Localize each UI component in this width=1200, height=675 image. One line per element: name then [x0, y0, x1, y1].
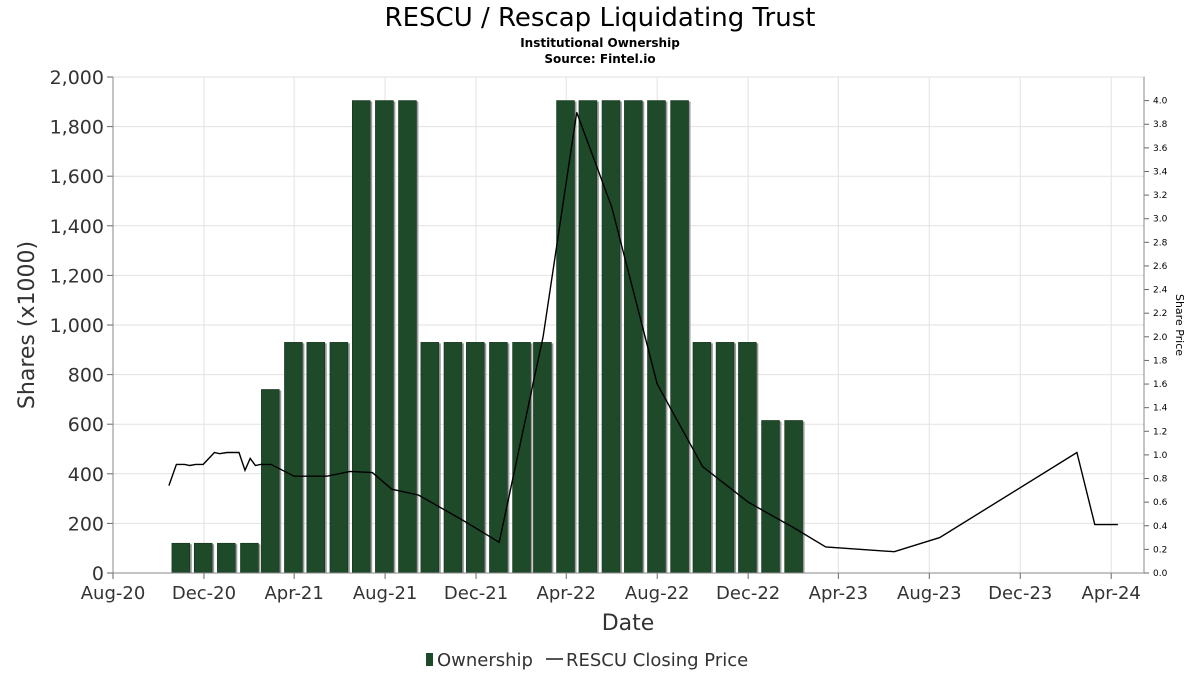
- y2-tick-label: 1.8: [1153, 356, 1168, 366]
- y2-tick-label: 2.4: [1153, 286, 1168, 296]
- y2-tick-label: 1.6: [1153, 380, 1168, 390]
- y-tick-label: 200: [68, 513, 104, 535]
- ownership-bar: [578, 100, 598, 574]
- y2-tick-label: 2.2: [1153, 309, 1167, 319]
- ownership-bar: [512, 342, 531, 574]
- ownership-bar: [375, 100, 394, 574]
- y-tick-label: 2,000: [50, 67, 104, 89]
- ownership-bar: [329, 342, 349, 574]
- y2-tick-label: 0.4: [1153, 522, 1168, 532]
- x-tick-label: Apr-22: [537, 583, 596, 604]
- y2-tick-label: 2.6: [1153, 262, 1168, 272]
- x-tick-label: Aug-23: [897, 583, 962, 604]
- x-tick-label: Aug-20: [81, 583, 146, 604]
- y-tick-label: 800: [68, 365, 104, 387]
- chart-subtitle: Institutional Ownership: [520, 36, 680, 50]
- ownership-bar: [738, 342, 757, 574]
- y2-tick-label: 1.4: [1153, 404, 1168, 414]
- y2-tick-label: 2.8: [1153, 238, 1168, 248]
- y2-tick-label: 1.2: [1153, 427, 1167, 437]
- ownership-bar: [351, 100, 371, 574]
- ownership-bar: [533, 342, 552, 574]
- ownership-bar: [420, 342, 440, 574]
- y2-tick-label: 3.8: [1153, 120, 1168, 130]
- legend-ownership-swatch: [426, 653, 433, 666]
- x-axis: Aug-20 Dec-20 Apr-21 Aug-21 Dec-21 Apr-22 Aug-…: [81, 572, 1144, 604]
- x-tick-label: Dec-21: [444, 583, 508, 604]
- y2-tick-label: 3.2: [1153, 191, 1167, 201]
- left-axis: 0 200 400 600 800 1,000 1,200 1,400 1,600 1,800 2,…: [50, 67, 114, 585]
- y2-tick-label: 3.6: [1153, 144, 1168, 154]
- ownership-bar: [761, 420, 780, 574]
- y2-tick-label: 0.8: [1153, 475, 1168, 485]
- y2-tick-label: 0.6: [1153, 498, 1168, 508]
- y-tick-label: 400: [68, 464, 104, 486]
- x-tick-label: Dec-20: [172, 583, 236, 604]
- ownership-bar: [261, 389, 280, 574]
- y-tick-label: 1,800: [50, 117, 104, 139]
- y-axis-label: Shares (x1000): [15, 241, 40, 409]
- ownership-bar: [647, 100, 666, 574]
- price-line-layer: [168, 112, 1118, 553]
- y2-tick-label: 4.0: [1153, 97, 1168, 107]
- legend: Ownership RESCU Closing Price: [426, 650, 748, 671]
- ownership-bars: [171, 100, 805, 574]
- y-tick-label: 1,600: [50, 166, 104, 188]
- x-tick-label: Apr-23: [809, 583, 868, 604]
- ownership-bar: [556, 100, 575, 574]
- y2-tick-label: 1.0: [1153, 451, 1168, 461]
- ownership-bar: [240, 542, 259, 574]
- y2-tick-label: 0.2: [1153, 545, 1167, 555]
- right-axis: 0.0 0.2 0.4 0.6 0.8 1.0 1.2 1.4 1.6 1.8 2.0 2.2 2.4 2…: [1143, 77, 1168, 579]
- ownership-bar: [217, 542, 236, 574]
- x-axis-label: Date: [602, 611, 655, 636]
- x-tick-label: Aug-21: [353, 583, 418, 604]
- ownership-bar: [670, 100, 689, 574]
- ownership-bar: [466, 342, 485, 574]
- x-tick-label: Dec-23: [988, 583, 1052, 604]
- ownership-bar: [692, 342, 712, 574]
- ownership-bar: [715, 342, 735, 574]
- ownership-bar: [784, 420, 803, 574]
- y-tick-label: 1,000: [50, 315, 104, 337]
- y2-tick-label: 3.0: [1153, 215, 1168, 225]
- ownership-bar: [284, 342, 303, 574]
- ownership-bar: [306, 342, 326, 574]
- x-tick-label: Dec-22: [716, 583, 780, 604]
- x-tick-label: Apr-24: [1082, 583, 1141, 604]
- x-tick-label: Apr-21: [264, 583, 323, 604]
- y-tick-label: 600: [68, 414, 104, 436]
- y-tick-label: 0: [92, 563, 104, 585]
- y2-tick-label: 2.0: [1153, 333, 1168, 343]
- y-tick-label: 1,200: [50, 265, 104, 287]
- y2-tick-label: 3.4: [1153, 167, 1168, 177]
- ownership-bar: [443, 342, 463, 574]
- chart-source: Source: Fintel.io: [544, 52, 655, 66]
- ownership-bar: [171, 542, 191, 574]
- chart-title: RESCU / Rescap Liquidating Trust: [385, 3, 816, 33]
- ownership-bar: [601, 100, 621, 574]
- x-tick-label: Aug-22: [625, 583, 690, 604]
- y2-tick-label: 0.0: [1153, 569, 1168, 579]
- y-tick-label: 1,400: [50, 216, 104, 238]
- ownership-bar: [624, 100, 643, 574]
- ownership-bar: [193, 542, 213, 574]
- legend-ownership-label: Ownership: [437, 650, 533, 671]
- ownership-bar: [398, 100, 417, 574]
- legend-price-label: RESCU Closing Price: [566, 650, 748, 671]
- y2-axis-label: Share Price: [1173, 294, 1186, 356]
- price-line: [168, 112, 1118, 553]
